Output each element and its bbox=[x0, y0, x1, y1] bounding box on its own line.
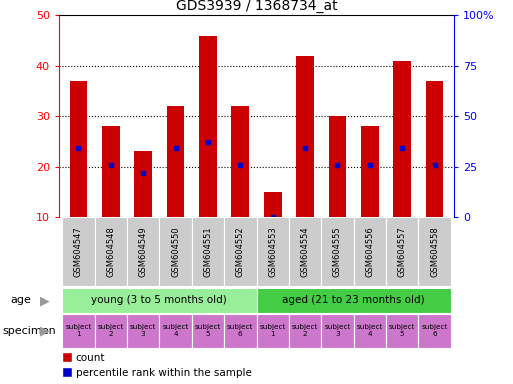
Text: subject
1: subject 1 bbox=[260, 324, 286, 337]
Legend: count, percentile rank within the sample: count, percentile rank within the sample bbox=[59, 349, 255, 382]
Bar bbox=[426, 81, 443, 217]
Text: subject
3: subject 3 bbox=[130, 324, 156, 337]
Bar bbox=[264, 192, 282, 217]
Text: ▶: ▶ bbox=[41, 324, 50, 337]
Bar bbox=[127, 217, 160, 286]
Bar bbox=[321, 314, 353, 348]
Title: GDS3939 / 1368734_at: GDS3939 / 1368734_at bbox=[175, 0, 338, 13]
Text: GSM604550: GSM604550 bbox=[171, 226, 180, 277]
Text: GSM604549: GSM604549 bbox=[139, 226, 148, 277]
Bar bbox=[94, 314, 127, 348]
Text: subject
4: subject 4 bbox=[357, 324, 383, 337]
Bar bbox=[328, 116, 346, 217]
Bar bbox=[256, 217, 289, 286]
Bar bbox=[353, 217, 386, 286]
Text: subject
6: subject 6 bbox=[421, 324, 448, 337]
Bar bbox=[62, 288, 256, 313]
Text: subject
1: subject 1 bbox=[65, 324, 92, 337]
Text: GSM604548: GSM604548 bbox=[106, 226, 115, 277]
Text: ▶: ▶ bbox=[41, 294, 50, 307]
Text: GSM604551: GSM604551 bbox=[204, 226, 212, 277]
Text: GSM604555: GSM604555 bbox=[333, 226, 342, 277]
Bar bbox=[224, 217, 256, 286]
Bar bbox=[419, 217, 451, 286]
Bar bbox=[296, 56, 314, 217]
Text: GSM604554: GSM604554 bbox=[301, 226, 309, 277]
Bar bbox=[353, 314, 386, 348]
Text: aged (21 to 23 months old): aged (21 to 23 months old) bbox=[282, 295, 425, 306]
Text: GSM604552: GSM604552 bbox=[236, 226, 245, 277]
Bar bbox=[192, 217, 224, 286]
Bar bbox=[62, 217, 94, 286]
Bar bbox=[289, 314, 321, 348]
Text: subject
2: subject 2 bbox=[97, 324, 124, 337]
Bar bbox=[393, 61, 411, 217]
Bar bbox=[361, 126, 379, 217]
Text: age: age bbox=[10, 295, 31, 306]
Text: subject
6: subject 6 bbox=[227, 324, 253, 337]
Bar bbox=[231, 106, 249, 217]
Text: GSM604557: GSM604557 bbox=[398, 226, 407, 277]
Text: subject
4: subject 4 bbox=[163, 324, 189, 337]
Bar bbox=[419, 314, 451, 348]
Bar bbox=[102, 126, 120, 217]
Text: GSM604556: GSM604556 bbox=[365, 226, 374, 277]
Bar bbox=[192, 314, 224, 348]
Bar bbox=[160, 217, 192, 286]
Bar bbox=[321, 217, 353, 286]
Text: subject
5: subject 5 bbox=[389, 324, 416, 337]
Bar bbox=[94, 217, 127, 286]
Bar bbox=[160, 314, 192, 348]
Bar bbox=[134, 151, 152, 217]
Text: subject
3: subject 3 bbox=[324, 324, 350, 337]
Bar bbox=[386, 217, 419, 286]
Bar bbox=[289, 217, 321, 286]
Bar bbox=[256, 314, 289, 348]
Bar bbox=[199, 36, 217, 217]
Bar bbox=[256, 288, 451, 313]
Bar bbox=[224, 314, 256, 348]
Text: young (3 to 5 months old): young (3 to 5 months old) bbox=[91, 295, 227, 306]
Bar bbox=[62, 314, 94, 348]
Bar bbox=[70, 81, 87, 217]
Bar bbox=[167, 106, 185, 217]
Text: subject
5: subject 5 bbox=[195, 324, 221, 337]
Bar bbox=[386, 314, 419, 348]
Text: GSM604553: GSM604553 bbox=[268, 226, 277, 277]
Text: subject
2: subject 2 bbox=[292, 324, 318, 337]
Bar bbox=[127, 314, 160, 348]
Text: GSM604558: GSM604558 bbox=[430, 226, 439, 277]
Text: GSM604547: GSM604547 bbox=[74, 226, 83, 277]
Text: specimen: specimen bbox=[3, 326, 56, 336]
